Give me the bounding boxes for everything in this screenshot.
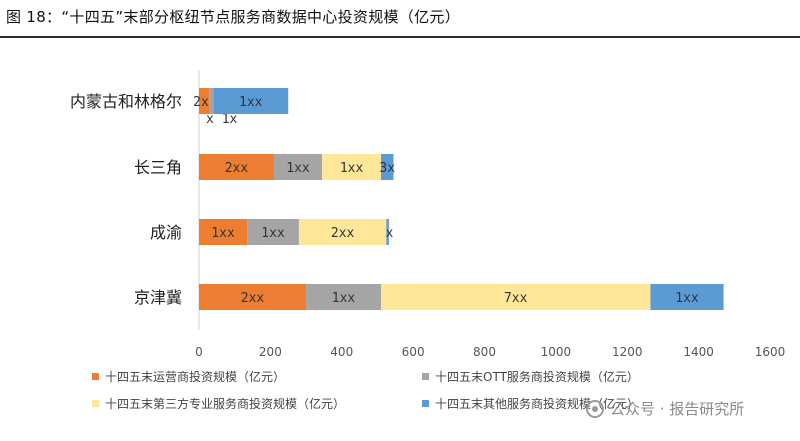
bar-segment bbox=[209, 88, 214, 114]
data-label: x bbox=[385, 226, 393, 241]
legend-swatch bbox=[92, 400, 99, 407]
bar-segment bbox=[199, 284, 307, 310]
legend-item: 十四五末OTT服务商投资规模（亿元） bbox=[422, 368, 639, 385]
x-tick-label: 1000 bbox=[541, 345, 572, 359]
data-label: 1xx bbox=[675, 291, 699, 306]
x-tick-label: 1200 bbox=[612, 345, 643, 359]
legend-item: 十四五末第三方专业服务商投资规模（亿元） bbox=[92, 395, 345, 412]
legend-item: 十四五末运营商投资规模（亿元） bbox=[92, 368, 285, 385]
data-label: 7xx bbox=[504, 291, 528, 306]
figure-title: 图 18：“十四五”末部分枢纽节点服务商数据中心投资规模（亿元） bbox=[6, 8, 460, 26]
x-tick-label: 200 bbox=[259, 345, 282, 359]
x-tick-label: 800 bbox=[473, 345, 496, 359]
data-label: 1xx bbox=[261, 226, 285, 241]
data-label: 1xx bbox=[239, 95, 263, 110]
bar-segment bbox=[213, 88, 289, 114]
bar-segment bbox=[306, 284, 382, 310]
bar-segment bbox=[381, 284, 651, 310]
x-tick-label: 600 bbox=[402, 345, 425, 359]
x-tick-label: 1400 bbox=[683, 345, 714, 359]
category-label: 长三角 bbox=[134, 158, 182, 177]
category-label: 京津冀 bbox=[134, 288, 182, 307]
bar-segment bbox=[199, 88, 210, 114]
bar-segment bbox=[386, 219, 389, 245]
data-label: 1xx bbox=[286, 161, 310, 176]
legend-label: 十四五末第三方专业服务商投资规模（亿元） bbox=[105, 397, 346, 411]
bar-segment bbox=[247, 219, 299, 245]
x-tick-label: 1600 bbox=[755, 345, 786, 359]
watermark-text: 公众号 · 报告研究所 bbox=[610, 400, 745, 418]
data-label: 2xx bbox=[331, 226, 355, 241]
legend-swatch bbox=[92, 373, 99, 380]
watermark: 公众号 · 报告研究所 bbox=[586, 398, 744, 419]
data-label: 2x bbox=[193, 95, 209, 110]
bar-segment bbox=[273, 154, 323, 180]
bar-segment bbox=[322, 154, 382, 180]
data-label: x 1x bbox=[206, 112, 237, 127]
bar-segment bbox=[199, 219, 248, 245]
bar-segment bbox=[298, 219, 387, 245]
category-label: 内蒙古和林格尔 bbox=[70, 92, 182, 111]
data-label: 3x bbox=[379, 161, 395, 176]
category-label: 成渝 bbox=[150, 223, 182, 242]
data-label: 2xx bbox=[225, 161, 249, 176]
data-label: 1xx bbox=[332, 291, 356, 306]
data-label: 1xx bbox=[340, 161, 364, 176]
legend-label: 十四五末运营商投资规模（亿元） bbox=[105, 370, 286, 384]
x-tick-label: 400 bbox=[330, 345, 353, 359]
wechat-icon bbox=[586, 399, 604, 418]
bar-segment bbox=[381, 154, 394, 180]
legend-swatch bbox=[422, 400, 429, 407]
data-label: 1xx bbox=[211, 226, 235, 241]
bar-segment bbox=[199, 154, 274, 180]
data-label: 2xx bbox=[241, 291, 265, 306]
legend-swatch bbox=[422, 373, 429, 380]
bar-segment bbox=[650, 284, 724, 310]
legend-label: 十四五末OTT服务商投资规模（亿元） bbox=[435, 370, 639, 384]
x-tick-label: 0 bbox=[195, 345, 203, 359]
title-divider bbox=[0, 36, 800, 38]
